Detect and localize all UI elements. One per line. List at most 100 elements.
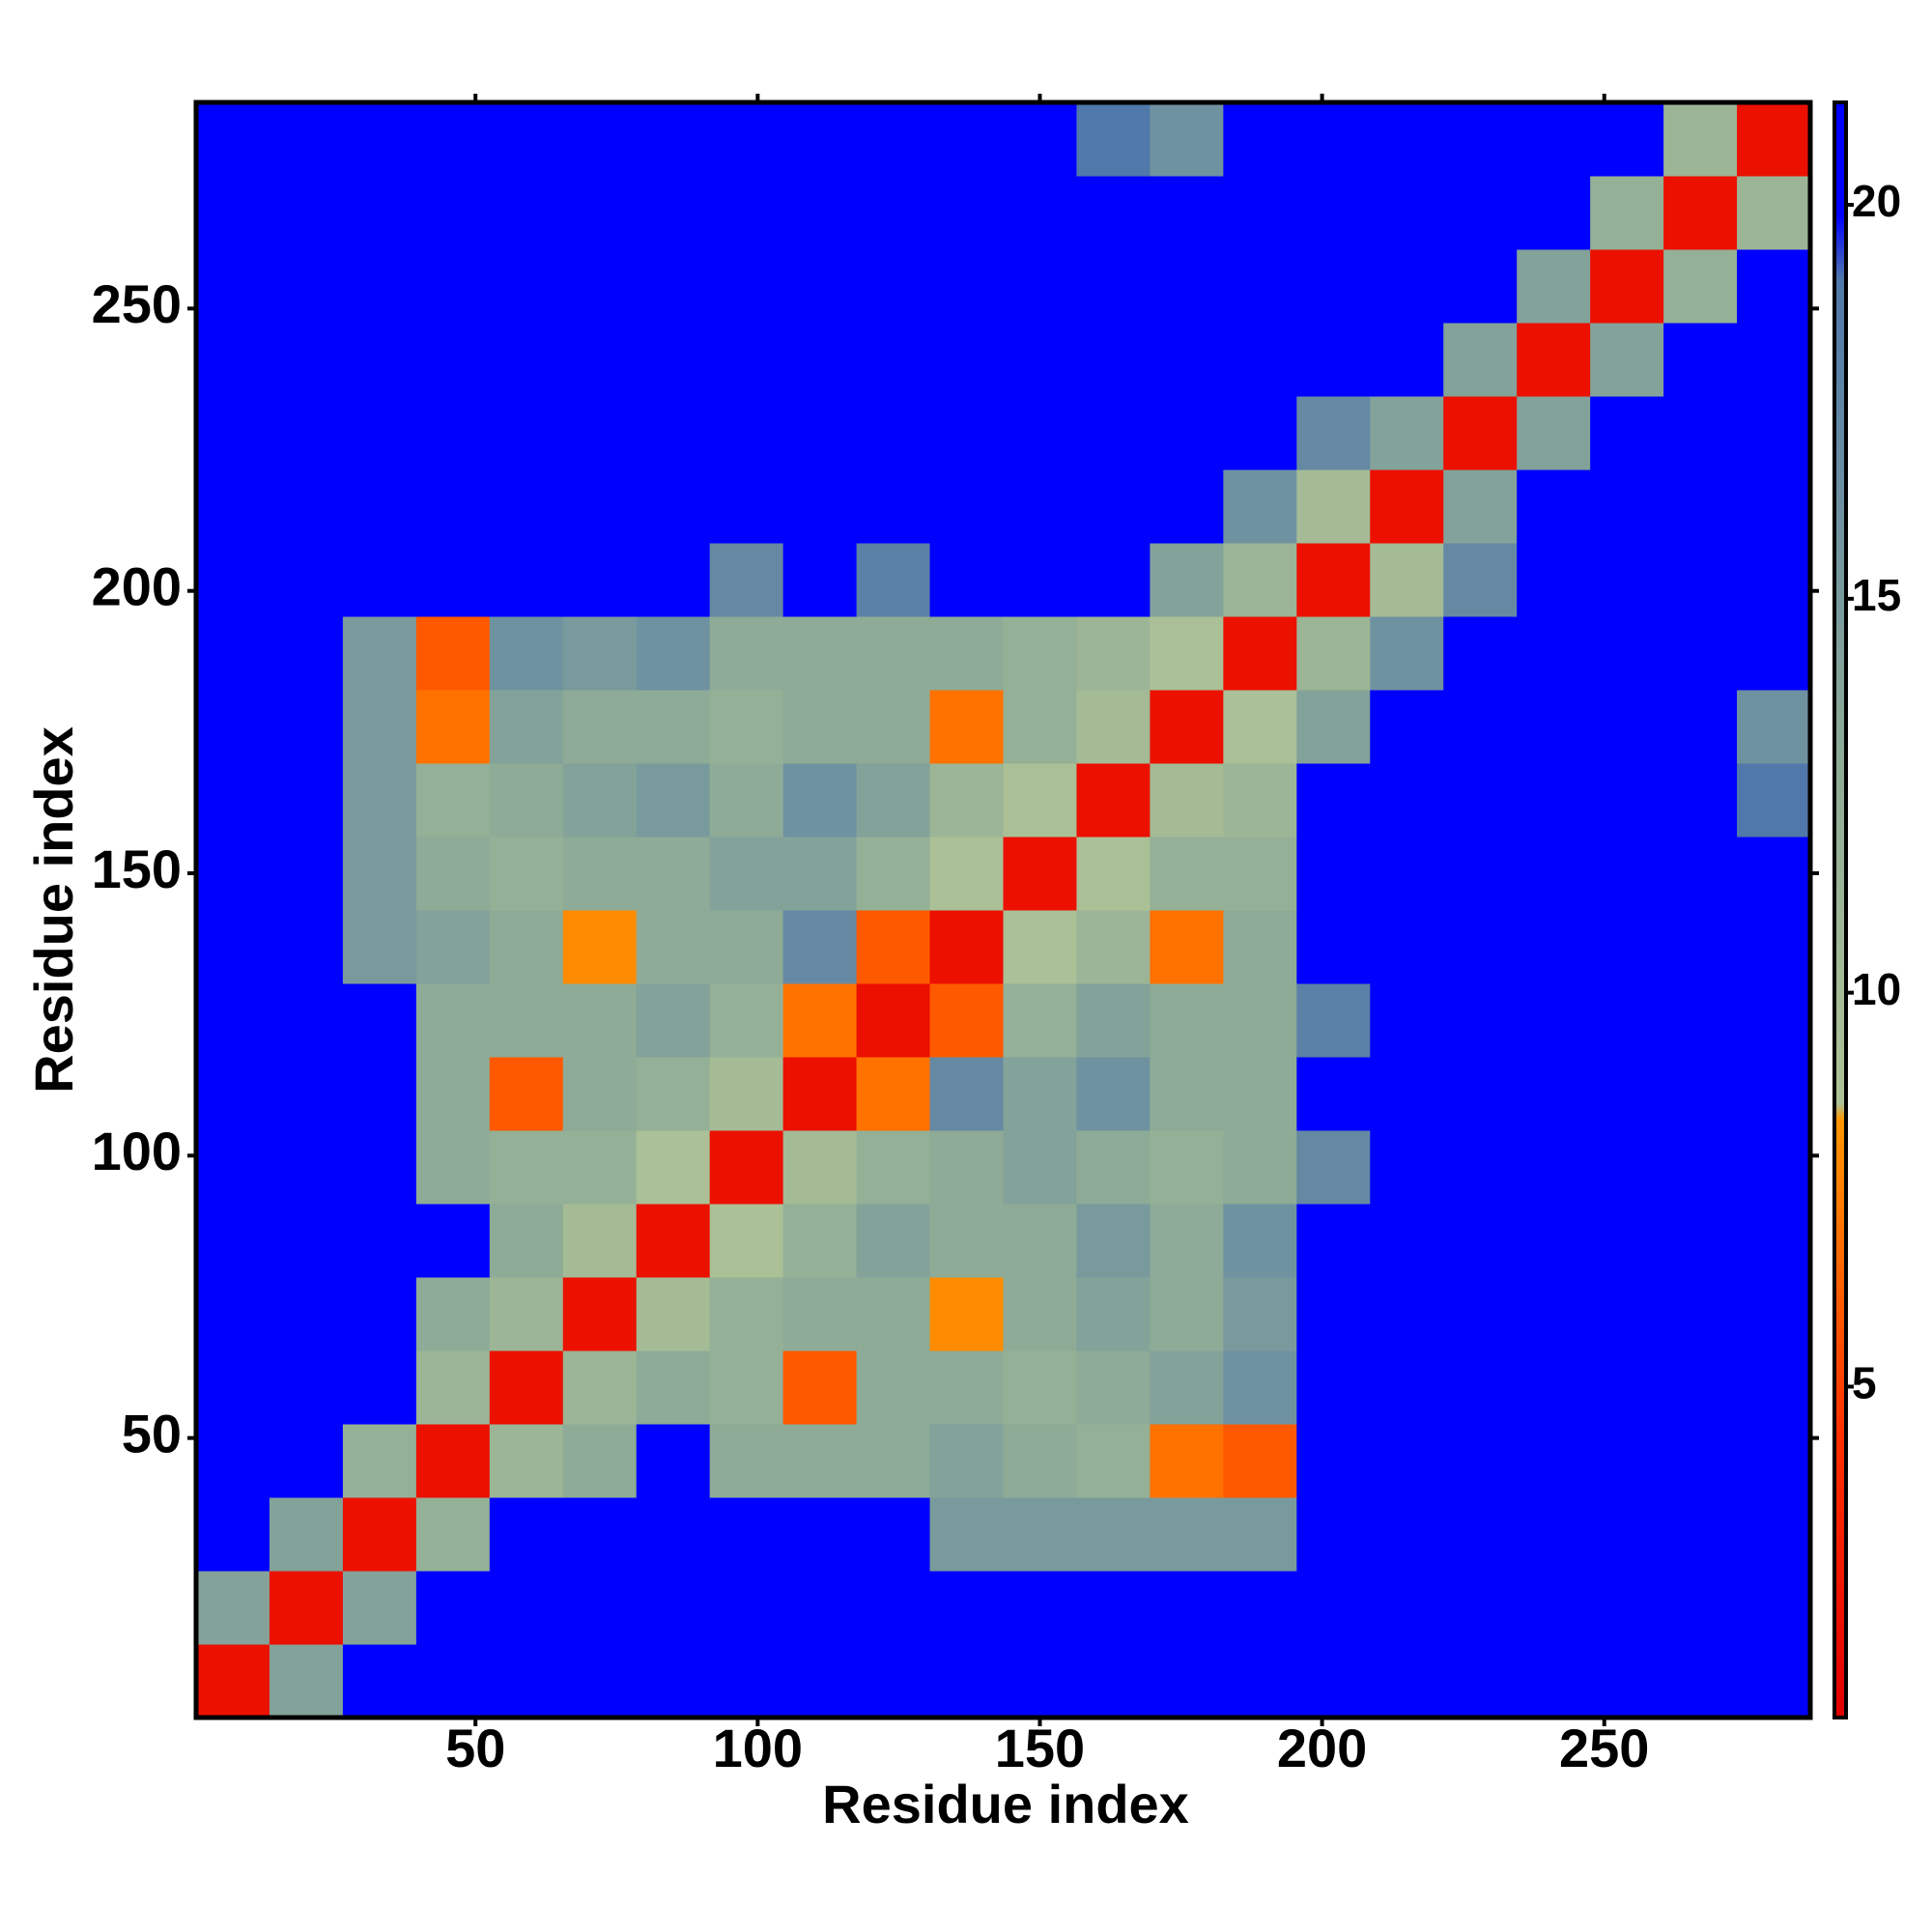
heatmap-cell — [1663, 249, 1738, 324]
heatmap-cell — [1076, 763, 1151, 838]
heatmap-cell — [269, 249, 344, 324]
heatmap-cell — [1517, 249, 1591, 324]
heatmap-cell — [1663, 1497, 1738, 1572]
heatmap-cell — [709, 1424, 784, 1498]
heatmap-cell — [342, 1057, 417, 1131]
heatmap-cell — [342, 1350, 417, 1425]
heatmap-cell — [782, 1130, 858, 1205]
heatmap-cell — [342, 102, 417, 177]
heatmap-cell — [1150, 249, 1224, 324]
heatmap-cell — [1737, 690, 1811, 764]
heatmap-cell — [1150, 323, 1224, 397]
heatmap-cell — [1150, 1497, 1224, 1572]
heatmap-cell — [1663, 323, 1738, 397]
heatmap-cell — [1003, 1571, 1077, 1645]
heatmap-cell — [782, 837, 858, 911]
heatmap-cell — [489, 910, 564, 984]
heatmap-cell — [636, 396, 711, 470]
heatmap-cell — [1370, 102, 1444, 177]
heatmap-cell — [342, 1571, 417, 1645]
heatmap-cell — [1590, 1130, 1664, 1205]
heatmap-cell — [1296, 543, 1371, 617]
heatmap-cell — [196, 910, 270, 984]
heatmap-cell — [1663, 910, 1738, 984]
heatmap-cell — [636, 1057, 711, 1131]
heatmap-cell — [636, 102, 711, 177]
heatmap-cell — [1076, 1204, 1151, 1278]
heatmap-cell — [1663, 1424, 1738, 1498]
heatmap-cell — [1296, 1424, 1371, 1498]
x-axis-label: Residue index — [822, 1774, 1189, 1834]
heatmap-cell — [1517, 1130, 1591, 1205]
heatmap-cell — [1003, 690, 1077, 764]
heatmap-cell — [856, 1571, 931, 1645]
heatmap-cell — [1663, 1571, 1738, 1645]
heatmap-cell — [782, 102, 858, 177]
heatmap — [196, 102, 1811, 1719]
x-tick-label: 250 — [1559, 1718, 1649, 1778]
heatmap-cell — [1296, 1497, 1371, 1572]
heatmap-cell — [562, 1644, 638, 1719]
heatmap-cell — [709, 983, 784, 1058]
heatmap-cell — [1517, 323, 1591, 397]
heatmap-cell — [269, 1424, 344, 1498]
heatmap-cell — [1517, 1571, 1591, 1645]
heatmap-cell — [1370, 1644, 1444, 1719]
heatmap-cell — [1150, 1644, 1224, 1719]
heatmap-cell — [1370, 249, 1444, 324]
heatmap-cell — [1443, 396, 1518, 470]
heatmap-cell — [1443, 1130, 1518, 1205]
heatmap-cell — [196, 1130, 270, 1205]
heatmap-cell — [1296, 616, 1371, 691]
heatmap-cell — [562, 396, 638, 470]
heatmap-cell — [562, 1350, 638, 1425]
heatmap-cell — [269, 1057, 344, 1131]
heatmap-cell — [1076, 249, 1151, 324]
heatmap-cell — [1370, 323, 1444, 397]
heatmap-cell — [1003, 543, 1077, 617]
heatmap-cell — [1370, 690, 1444, 764]
heatmap-cell — [1223, 983, 1297, 1058]
heatmap-cell — [1590, 102, 1664, 177]
heatmap-cell — [196, 249, 270, 324]
heatmap-cell — [1663, 1130, 1738, 1205]
colorbar-tick-label: 20 — [1852, 176, 1901, 226]
heatmap-cell — [269, 1497, 344, 1572]
heatmap-cell — [1223, 1644, 1297, 1719]
heatmap-cell — [1737, 910, 1811, 984]
heatmap-cell — [1663, 1350, 1738, 1425]
heatmap-cell — [1590, 1204, 1664, 1278]
heatmap-cell — [489, 176, 564, 250]
heatmap-cell — [1076, 323, 1151, 397]
heatmap-cell — [709, 910, 784, 984]
heatmap-cell — [562, 249, 638, 324]
heatmap-cell — [489, 1497, 564, 1572]
heatmap-cell — [415, 396, 491, 470]
heatmap-cell — [636, 837, 711, 911]
heatmap-cell — [1370, 1057, 1444, 1131]
heatmap-cell — [709, 1057, 784, 1131]
heatmap-cell — [1223, 763, 1297, 838]
heatmap-cell — [1370, 983, 1444, 1058]
heatmap-cell — [1737, 1497, 1811, 1572]
heatmap-cell — [1663, 837, 1738, 911]
heatmap-cell — [1296, 1057, 1371, 1131]
heatmap-cell — [856, 102, 931, 177]
heatmap-cell — [342, 1277, 417, 1351]
heatmap-cell — [1370, 763, 1444, 838]
heatmap-cell — [1223, 1571, 1297, 1645]
heatmap-cell — [1590, 1644, 1664, 1719]
heatmap-cell — [709, 616, 784, 691]
heatmap-cell — [1663, 1204, 1738, 1278]
heatmap-cell — [342, 1497, 417, 1572]
heatmap-cell — [856, 616, 931, 691]
heatmap-cell — [1590, 763, 1664, 838]
heatmap-cell — [1590, 1424, 1664, 1498]
y-tick-label: 200 — [92, 555, 182, 616]
heatmap-cell — [1370, 1350, 1444, 1425]
heatmap-cell — [1150, 690, 1224, 764]
heatmap-cell — [856, 1130, 931, 1205]
heatmap-cell — [269, 1644, 344, 1719]
heatmap-cell — [1076, 910, 1151, 984]
heatmap-cell — [1443, 176, 1518, 250]
